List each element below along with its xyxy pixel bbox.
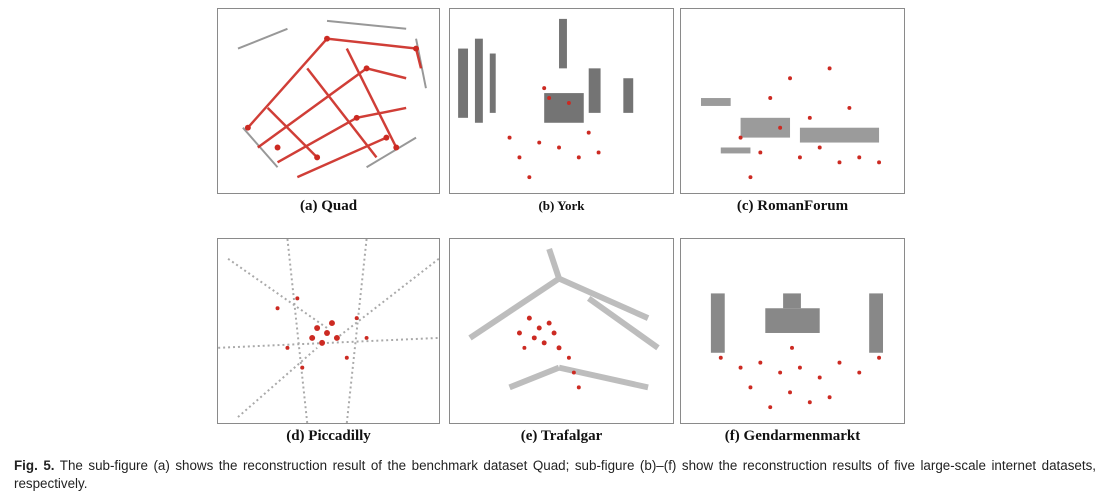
caption-text: The sub-figure (a) shows the reconstruct… — [14, 458, 1096, 491]
piccadilly-reconstruction — [218, 239, 439, 423]
figure-caption: Fig. 5. The sub-figure (a) shows the rec… — [14, 457, 1096, 493]
panel-quad — [217, 8, 440, 194]
romanforum-reconstruction — [700, 66, 882, 180]
panel-romanforum — [680, 8, 905, 194]
panel-york — [449, 8, 674, 194]
caption-label: Fig. 5. — [14, 458, 55, 473]
quad-reconstruction — [237, 19, 427, 179]
panel-label-york: (b) York — [538, 198, 585, 213]
panel-label-quad: (a) Quad — [299, 198, 358, 214]
trafalgar-reconstruction — [468, 247, 660, 391]
panel-trafalgar — [449, 238, 674, 424]
panel-label-trafalgar: (e) Trafalgar — [520, 428, 603, 444]
panel-label-gendarmenmarkt: (f) Gendarmenmarkt — [724, 428, 861, 444]
panel-gendarmenmarkt — [680, 238, 905, 424]
panel-piccadilly — [217, 238, 440, 424]
gendarmenmarkt-reconstruction — [710, 293, 884, 410]
york-reconstruction — [458, 18, 634, 180]
panel-label-romanforum: (c) RomanForum — [736, 198, 849, 214]
panel-label-piccadilly: (d) Piccadilly — [286, 428, 371, 444]
